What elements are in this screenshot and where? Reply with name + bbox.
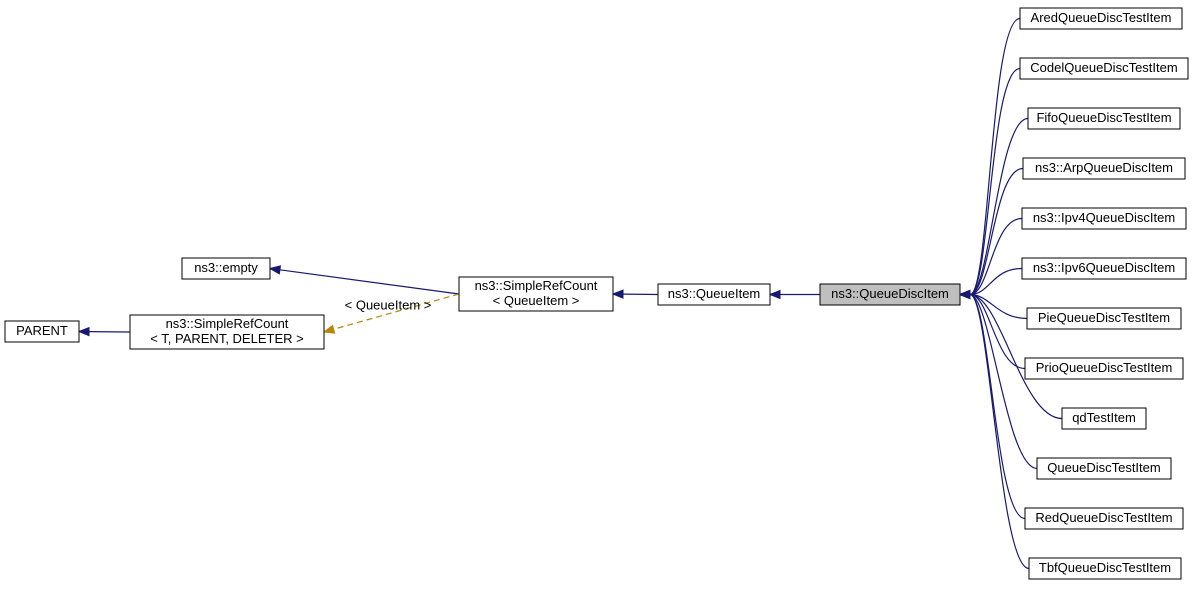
nodes-layer: PARENTns3::SimpleRefCount< T, PARENT, DE…	[5, 8, 1188, 579]
arrowhead-icon	[960, 291, 970, 299]
arrowhead-icon	[270, 266, 280, 274]
class-node-label: ns3::QueueDiscItem	[831, 286, 949, 301]
inheritance-edge	[970, 295, 1029, 569]
class-node-codel[interactable]: CodelQueueDiscTestItem	[1020, 58, 1188, 79]
class-node-empty[interactable]: ns3::empty	[182, 258, 270, 279]
inheritance-edge	[970, 19, 1020, 295]
class-node-label: PrioQueueDiscTestItem	[1036, 360, 1173, 375]
class-node-qdtest[interactable]: qdTestItem	[1062, 408, 1146, 429]
class-node-label: ns3::Ipv6QueueDiscItem	[1033, 260, 1175, 275]
class-node-label: QueueDiscTestItem	[1047, 460, 1160, 475]
arrowhead-icon	[613, 290, 623, 298]
class-node-label: < QueueItem >	[493, 293, 580, 308]
arrowhead-icon	[770, 291, 780, 299]
arrowhead-icon	[324, 325, 335, 333]
class-node-ipv4[interactable]: ns3::Ipv4QueueDiscItem	[1022, 208, 1186, 229]
class-node-label: ns3::ArpQueueDiscItem	[1035, 160, 1173, 175]
class-node-label: FifoQueueDiscTestItem	[1036, 110, 1171, 125]
class-node-queued[interactable]: QueueDiscTestItem	[1037, 458, 1171, 479]
class-node-label: < T, PARENT, DELETER >	[150, 331, 303, 346]
class-node-src_q[interactable]: ns3::SimpleRefCount< QueueItem >	[459, 277, 613, 311]
class-node-qitem[interactable]: ns3::QueueItem	[658, 284, 770, 305]
class-node-arp[interactable]: ns3::ArpQueueDiscItem	[1023, 158, 1185, 179]
inheritance-edge	[970, 295, 1025, 519]
class-node-parent[interactable]: PARENT	[5, 321, 79, 342]
class-node-label: ns3::Ipv4QueueDiscItem	[1033, 210, 1175, 225]
inheritance-diagram: < QueueItem >PARENTns3::SimpleRefCount< …	[0, 0, 1197, 595]
inheritance-edge	[970, 219, 1022, 295]
class-node-pie[interactable]: PieQueueDiscTestItem	[1027, 308, 1181, 329]
class-node-ipv6[interactable]: ns3::Ipv6QueueDiscItem	[1022, 258, 1186, 279]
class-node-label: ns3::SimpleRefCount	[475, 278, 598, 293]
class-node-label: TbfQueueDiscTestItem	[1039, 560, 1171, 575]
edge-label: < QueueItem >	[345, 297, 432, 312]
class-node-label: qdTestItem	[1072, 410, 1136, 425]
class-node-ared[interactable]: AredQueueDiscTestItem	[1020, 8, 1182, 29]
inheritance-edge	[280, 270, 459, 294]
class-node-label: PieQueueDiscTestItem	[1038, 310, 1170, 325]
arrowhead-icon	[79, 328, 89, 336]
class-node-prio[interactable]: PrioQueueDiscTestItem	[1025, 358, 1183, 379]
class-node-label: PARENT	[16, 323, 68, 338]
class-node-label: ns3::empty	[194, 260, 258, 275]
class-node-label: AredQueueDiscTestItem	[1031, 10, 1172, 25]
class-node-label: CodelQueueDiscTestItem	[1030, 60, 1177, 75]
class-node-src_t[interactable]: ns3::SimpleRefCount< T, PARENT, DELETER …	[130, 315, 324, 349]
class-node-tbf[interactable]: TbfQueueDiscTestItem	[1029, 558, 1181, 579]
class-node-label: ns3::QueueItem	[668, 286, 761, 301]
class-node-label: ns3::SimpleRefCount	[166, 316, 289, 331]
class-node-label: RedQueueDiscTestItem	[1035, 510, 1172, 525]
class-node-fifo[interactable]: FifoQueueDiscTestItem	[1028, 108, 1180, 129]
inheritance-edge	[970, 295, 1025, 369]
class-node-red[interactable]: RedQueueDiscTestItem	[1025, 508, 1183, 529]
inheritance-edge	[970, 69, 1020, 295]
class-node-qdisc[interactable]: ns3::QueueDiscItem	[820, 284, 960, 305]
